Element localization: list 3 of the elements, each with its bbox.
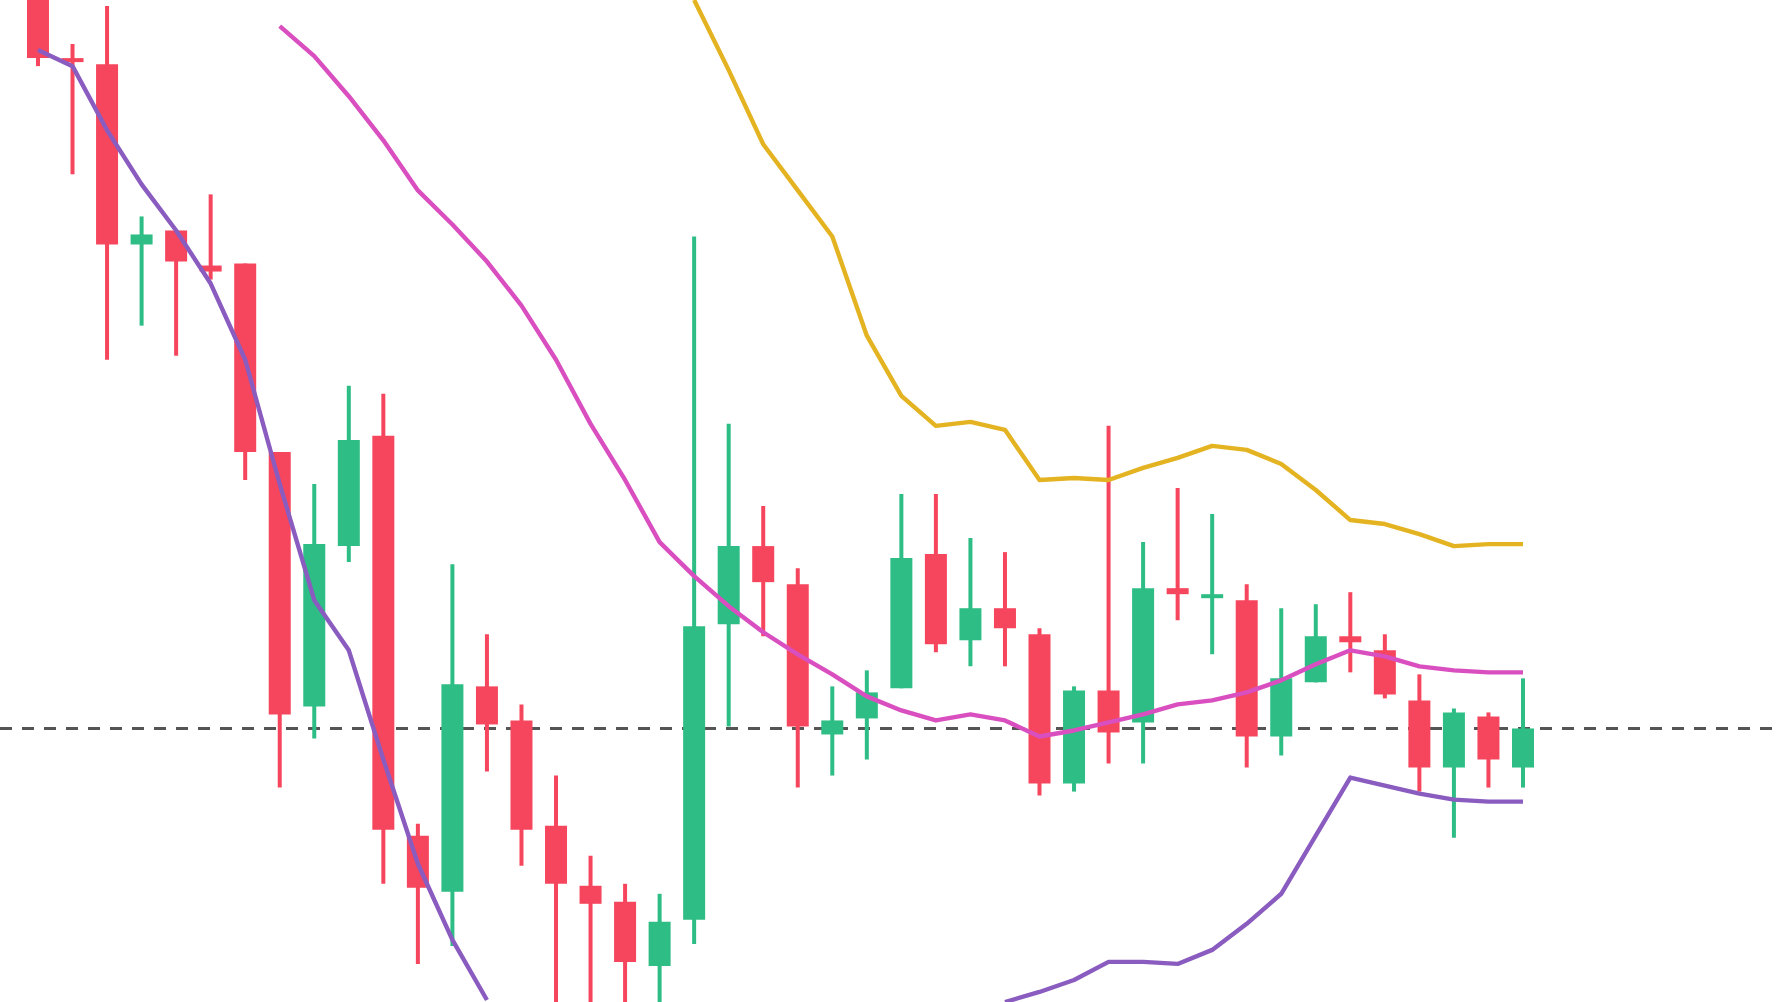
candlestick [130, 216, 153, 326]
candlestick [1166, 487, 1189, 621]
candlestick [1201, 514, 1224, 655]
